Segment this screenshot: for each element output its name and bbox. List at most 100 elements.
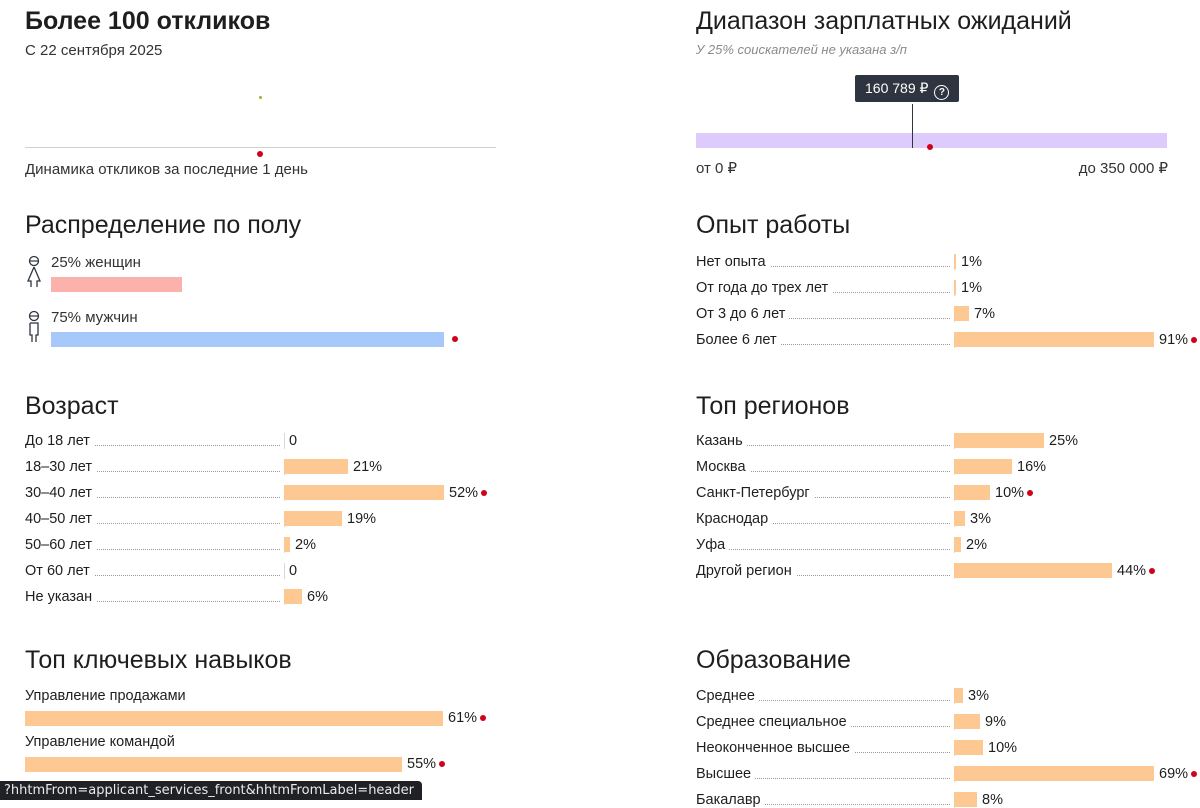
dotted-leader [696, 497, 950, 498]
experience-row: От года до трех лет 1% [696, 280, 1200, 296]
dotted-leader [696, 471, 950, 472]
regions-row-label: Другой регион [696, 563, 796, 579]
education-row-label: Неоконченное высшее [696, 740, 855, 756]
salary-tooltip: 160 789 ₽? [855, 75, 960, 102]
education-row-label: Бакалавр [696, 792, 765, 808]
regions-row: Уфа 2% [696, 537, 1200, 553]
regions-row-label: Уфа [696, 537, 730, 553]
skills-title: Топ ключевых навыков [25, 646, 292, 674]
age-row-label: 40–50 лет [25, 511, 97, 527]
experience-row-value: 1% [961, 280, 982, 296]
age-row-value: 0 [289, 433, 298, 449]
experience-row-value: 7% [974, 306, 995, 322]
age-row-bar [284, 511, 342, 526]
experience-row: Более 6 лет 91% [696, 332, 1200, 348]
highlight-dot [438, 761, 445, 767]
gender-title: Распределение по полу [25, 211, 302, 239]
dotted-leader [25, 445, 280, 446]
regions-row: Москва 16% [696, 459, 1200, 475]
age-row-value: 2% [295, 537, 316, 553]
skill-label: Управление продажами [25, 688, 186, 704]
dotted-leader [696, 575, 950, 576]
experience-row: Нет опыта 1% [696, 254, 1200, 270]
highlight-dot [1190, 771, 1197, 777]
education-row: Среднее специальное 9% [696, 714, 1200, 730]
dotted-leader [696, 318, 950, 319]
regions-row: Другой регион 44% [696, 563, 1200, 579]
age-row-value: 21% [353, 459, 383, 475]
highlight-dot [1026, 490, 1033, 496]
education-row-bar [954, 740, 983, 755]
education-row: Неоконченное высшее 10% [696, 740, 1200, 756]
responses-since: С 22 сентября 2025 [25, 42, 163, 59]
experience-title: Опыт работы [696, 211, 851, 239]
dotted-leader [25, 601, 280, 602]
responses-title: Более 100 откликов [25, 7, 271, 35]
dynamics-marker [257, 144, 263, 162]
regions-row-label: Москва [696, 459, 750, 475]
age-row-value: 0 [289, 563, 298, 579]
education-row-bar [954, 714, 980, 729]
highlight-dot [479, 715, 486, 721]
dotted-leader [25, 549, 280, 550]
experience-row-value: 91% [1159, 332, 1189, 348]
experience-row-bar [954, 280, 956, 295]
regions-row-bar [954, 563, 1112, 578]
male-icon [25, 309, 43, 343]
highlight-dot [480, 490, 487, 496]
age-row: 18–30 лет 21% [25, 459, 651, 475]
age-row: Не указан 6% [25, 589, 651, 605]
gender-bar [51, 332, 444, 347]
gender-label: 25% женщин [51, 254, 141, 271]
regions-row-bar [954, 485, 990, 500]
education-row: Бакалавр 8% [696, 792, 1200, 808]
age-row-bar [284, 537, 290, 552]
age-row: От 60 лет 0 [25, 563, 651, 579]
age-row-label: Не указан [25, 589, 97, 605]
education-row: Среднее 3% [696, 688, 1200, 704]
regions-row-value: 3% [970, 511, 991, 527]
salary-title: Диапазон зарплатных ожиданий [696, 7, 1072, 35]
regions-row-value: 10% [995, 485, 1025, 501]
regions-row-bar [954, 459, 1012, 474]
salary-tooltip-value: 160 789 ₽ [865, 80, 929, 96]
bar-baseline-tick [284, 563, 285, 579]
experience-row-label: От 3 до 6 лет [696, 306, 790, 322]
dotted-leader [696, 549, 950, 550]
regions-row-label: Казань [696, 433, 747, 449]
education-row-label: Высшее [696, 766, 756, 782]
dotted-leader [25, 497, 280, 498]
dotted-leader [696, 344, 950, 345]
education-row-value: 8% [982, 792, 1003, 808]
age-row-value: 52% [449, 485, 479, 501]
salary-marker-line [912, 104, 913, 148]
skill-bar [25, 711, 443, 726]
education-row-label: Среднее [696, 688, 759, 704]
experience-row-value: 1% [961, 254, 982, 270]
gender-bar [51, 277, 182, 292]
regions-row-bar [954, 511, 965, 526]
highlight-dot [1148, 568, 1155, 574]
education-row-value: 3% [968, 688, 989, 704]
education-row-value: 9% [985, 714, 1006, 730]
regions-row: Казань 25% [696, 433, 1200, 449]
education-title: Образование [696, 646, 851, 674]
age-title: Возраст [25, 392, 119, 420]
dynamics-baseline [25, 147, 496, 148]
question-circle-icon[interactable]: ? [934, 85, 950, 100]
experience-row-bar [954, 332, 1154, 347]
regions-row-label: Краснодар [696, 511, 773, 527]
dotted-leader [25, 523, 280, 524]
salary-max-label: до 350 000 ₽ [1078, 160, 1168, 177]
age-row-label: До 18 лет [25, 433, 94, 449]
dotted-leader [696, 445, 950, 446]
age-row-bar [284, 485, 444, 500]
regions-row-value: 44% [1117, 563, 1147, 579]
education-row: Высшее 69% [696, 766, 1200, 782]
regions-row-value: 2% [966, 537, 987, 553]
age-row-label: От 60 лет [25, 563, 94, 579]
education-row-value: 10% [988, 740, 1018, 756]
age-row-value: 19% [347, 511, 377, 527]
experience-row-label: От года до трех лет [696, 280, 833, 296]
regions-row-bar [954, 433, 1044, 448]
